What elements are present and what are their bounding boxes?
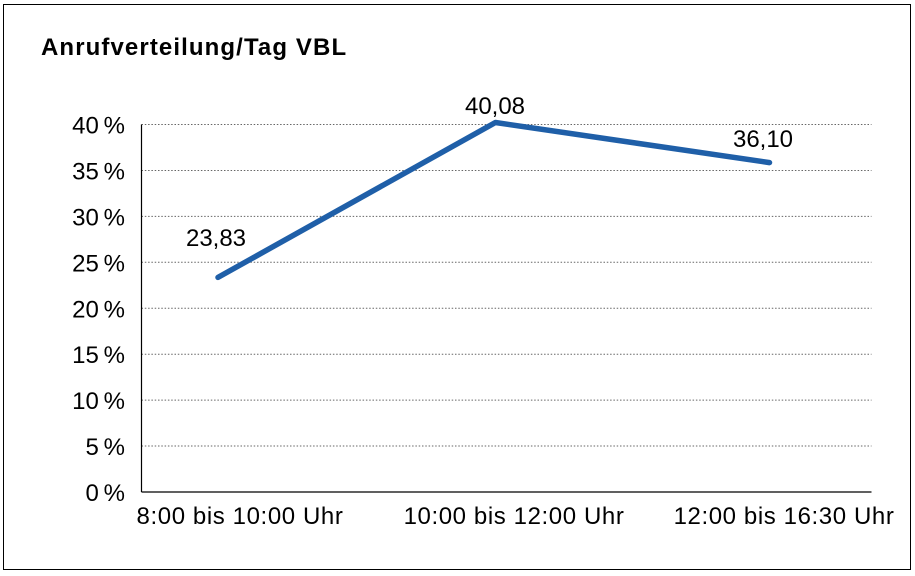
svg-text:40,08: 40,08: [465, 93, 525, 120]
svg-text:10:00 bis 12:00 Uhr: 10:00 bis 12:00 Uhr: [404, 503, 625, 530]
svg-text:20 %: 20 %: [72, 296, 125, 323]
svg-text:25 %: 25 %: [72, 250, 125, 277]
svg-text:30 %: 30 %: [72, 204, 125, 231]
svg-text:40 %: 40 %: [72, 113, 125, 140]
svg-text:0 %: 0 %: [86, 480, 126, 507]
svg-text:15 %: 15 %: [72, 342, 125, 369]
svg-text:12:00 bis 16:30 Uhr: 12:00 bis 16:30 Uhr: [674, 503, 895, 530]
svg-text:10 %: 10 %: [72, 388, 125, 415]
svg-text:35 %: 35 %: [72, 158, 125, 185]
svg-text:36,10: 36,10: [733, 126, 793, 153]
svg-text:23,83: 23,83: [186, 225, 246, 252]
svg-text:8:00 bis 10:00 Uhr: 8:00 bis 10:00 Uhr: [137, 503, 344, 530]
svg-text:5 %: 5 %: [86, 434, 126, 461]
